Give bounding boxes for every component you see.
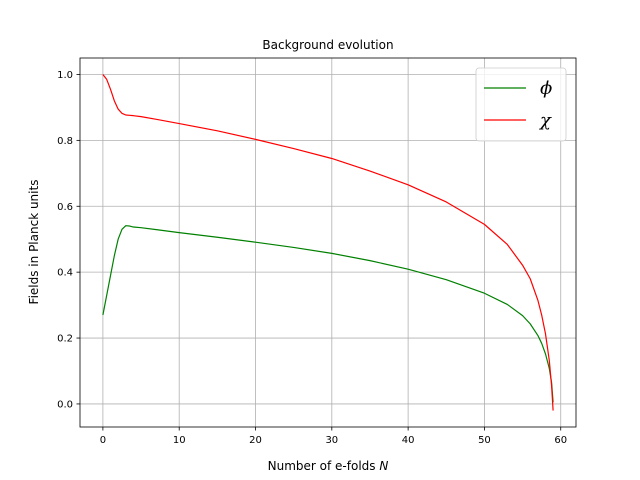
x-tick-label: 60 <box>554 435 567 446</box>
series-lines <box>102 74 554 411</box>
y-axis-title: Fields in Planck units <box>27 180 41 305</box>
x-tick-label: 20 <box>249 435 262 446</box>
y-tick-label: 0.4 <box>57 268 73 279</box>
x-tick-label: 0 <box>100 435 106 446</box>
x-axis-title: Number of e-folds N <box>268 459 389 473</box>
y-tick-label: 1.0 <box>57 70 73 81</box>
axis-ticks: 0 10 20 30 40 50 60 0.0 0.2 0.4 0.6 0.8 1.0 <box>57 70 567 446</box>
x-tick-label: 40 <box>402 435 415 446</box>
y-tick-label: 0.8 <box>57 136 73 147</box>
x-tick-label: 30 <box>325 435 338 446</box>
series-line-phi <box>102 225 554 403</box>
y-tick-label: 0.0 <box>57 399 73 410</box>
legend-box <box>475 67 567 142</box>
plot-area-frame <box>79 57 577 428</box>
x-axis-variable: N <box>379 459 388 473</box>
y-tick-label: 0.6 <box>57 202 73 213</box>
legend-label-phi: ϕ <box>540 78 552 99</box>
chart-title: Background evolution <box>262 38 393 52</box>
x-tick-label: 10 <box>173 435 186 446</box>
x-tick-label: 50 <box>478 435 491 446</box>
y-tick-label: 0.2 <box>57 334 73 345</box>
x-axis-label: Number of e-folds <box>268 459 376 473</box>
series-line-chi <box>102 74 554 411</box>
legend: ϕ χ <box>475 67 567 142</box>
legend-label-chi: χ <box>538 110 552 131</box>
